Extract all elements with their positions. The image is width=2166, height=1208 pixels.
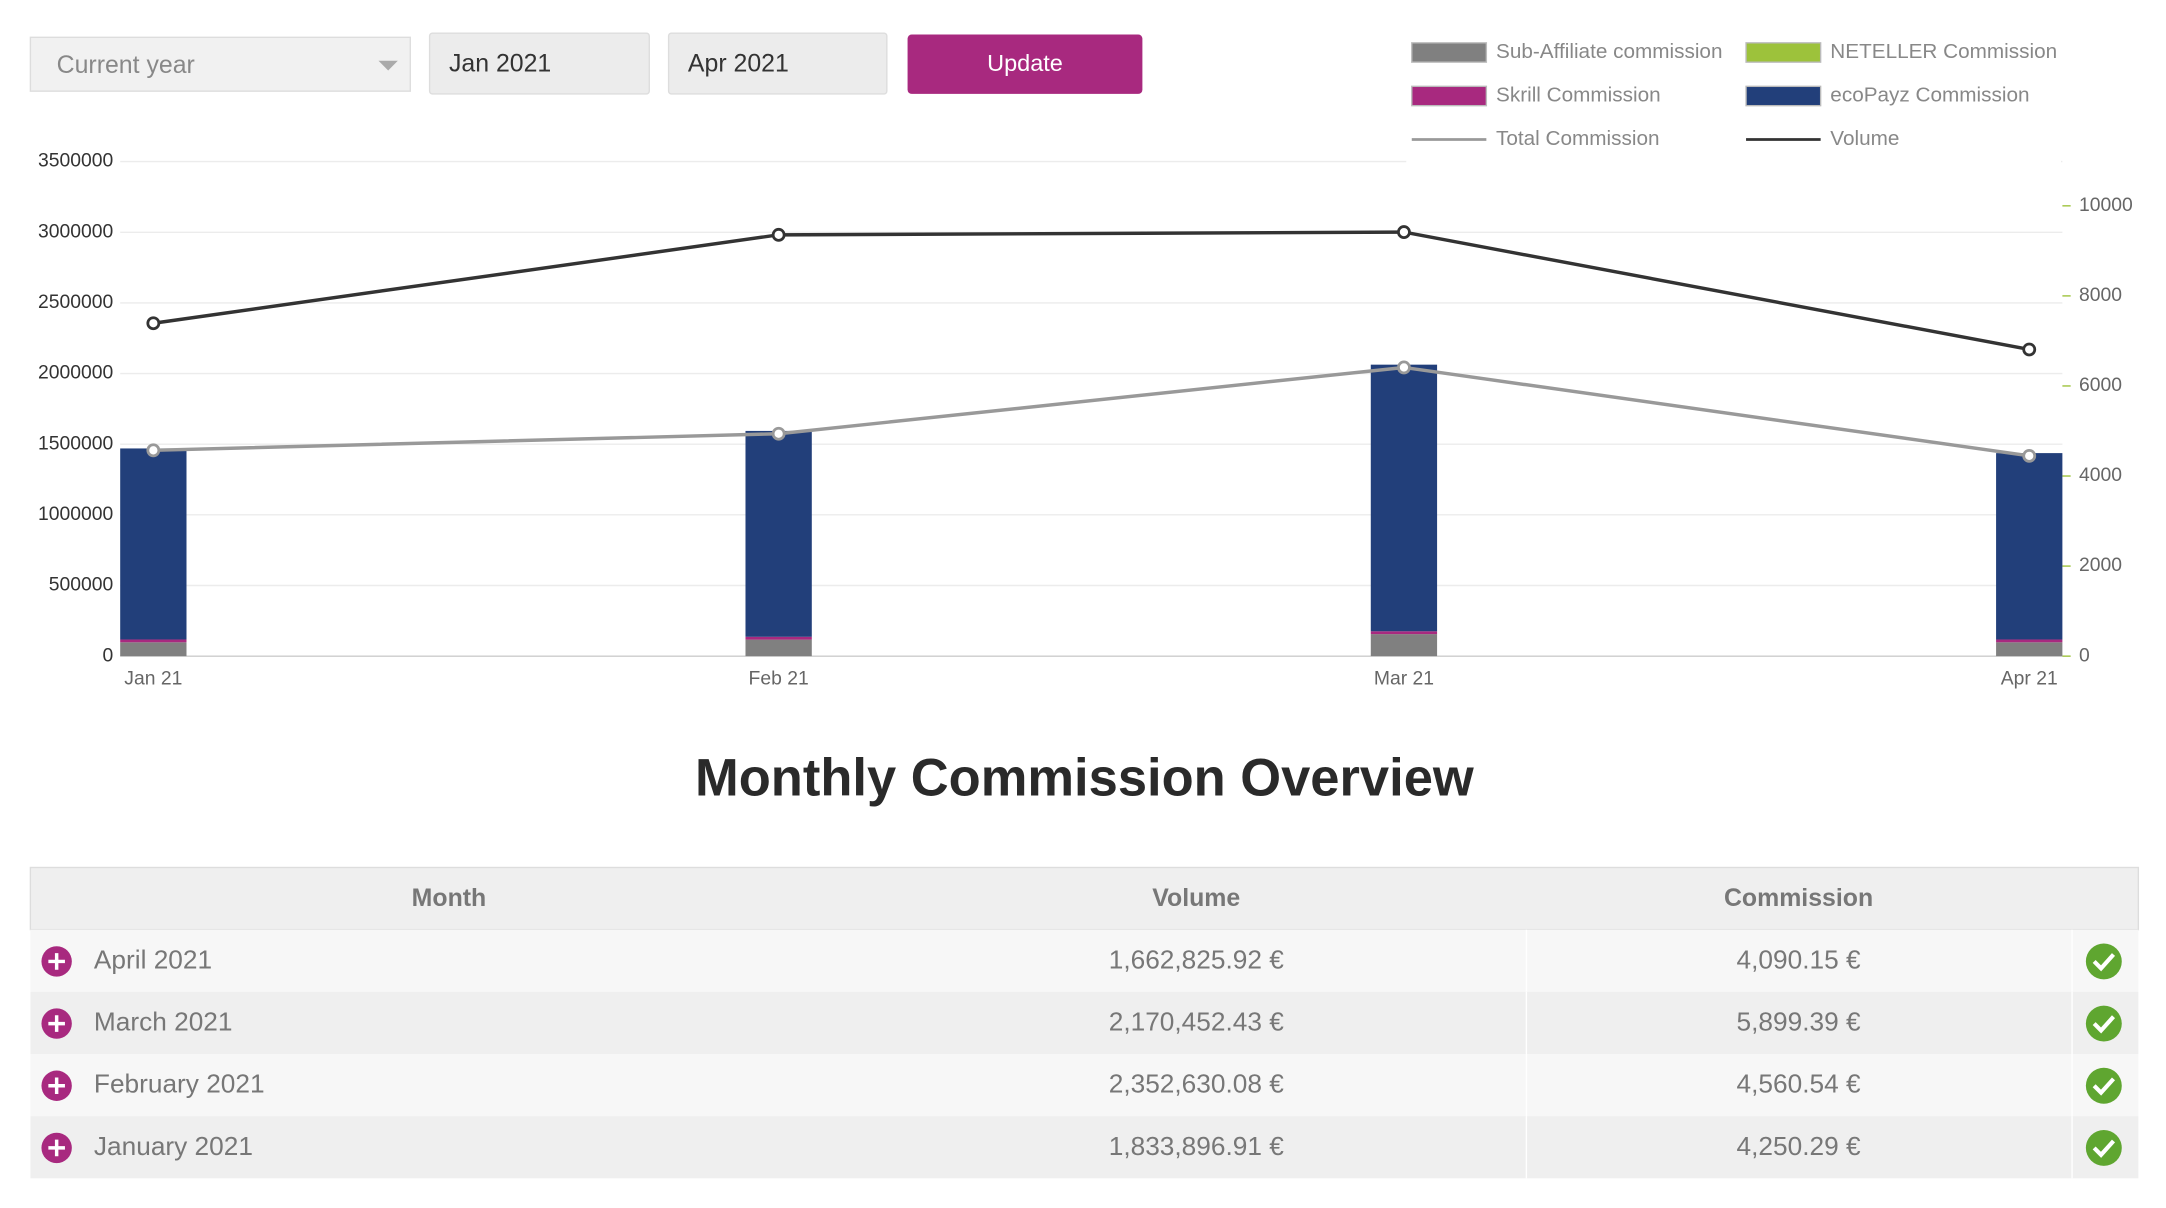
- y-tick-label: 1000000: [38, 504, 113, 525]
- legend-label: Skrill Commission: [1496, 83, 1661, 106]
- line-marker: [771, 227, 786, 242]
- y2-tick-label: 0: [2079, 645, 2090, 666]
- line-marker: [2022, 448, 2037, 463]
- table-row: [30, 1116, 2139, 1179]
- y2-tick-label: 10000: [2079, 195, 2133, 216]
- status-check: [2092, 953, 2116, 972]
- update-label: Update: [987, 50, 1063, 76]
- x-tick-label: Jan 21: [124, 669, 182, 690]
- line: [153, 230, 2030, 352]
- select-arrow: [378, 60, 398, 71]
- column-header: Commission: [1724, 884, 1873, 912]
- cell-value: 2,170,452.43 €: [1109, 1007, 1284, 1037]
- legend-swatch: [1745, 42, 1822, 63]
- y2-tick-label: 6000: [2079, 375, 2122, 396]
- legend-label: Sub-Affiliate commission: [1496, 40, 1722, 63]
- bar-segment: [1996, 453, 2063, 640]
- bar-segment: [120, 642, 187, 657]
- line: [153, 365, 2030, 458]
- y-tick-label: 3500000: [38, 151, 113, 172]
- to-input[interactable]: [667, 32, 888, 95]
- cell-value: 4,560.54 €: [1737, 1069, 1861, 1099]
- status-check: [2092, 1139, 2116, 1158]
- from-value: Jan 2021: [449, 49, 551, 77]
- bar-segment: [745, 636, 812, 640]
- month-cell: April 2021: [94, 944, 212, 974]
- status-check: [2092, 1015, 2116, 1034]
- bar-segment: [120, 639, 187, 643]
- line-marker: [1397, 225, 1411, 239]
- y-tick-label: 3000000: [38, 221, 113, 242]
- status-icon: [2085, 943, 2122, 980]
- line-marker: [2022, 342, 2037, 357]
- legend-swatch: [1411, 42, 1488, 63]
- month-cell: January 2021: [94, 1131, 253, 1161]
- expand-plus: [48, 1139, 65, 1157]
- bar-segment: [1996, 642, 2063, 657]
- column-header: Month: [412, 884, 487, 912]
- table-title: Monthly Commission Overview: [695, 749, 1474, 808]
- expand-plus: [48, 1015, 65, 1032]
- table-row: [30, 991, 2139, 1054]
- legend-label: Total Commission: [1496, 127, 1660, 150]
- y2-tick-label: 4000: [2079, 465, 2122, 486]
- cell-value: 5,899.39 €: [1737, 1007, 1861, 1037]
- cell-value: 2,352,630.08 €: [1109, 1069, 1284, 1099]
- line-marker: [146, 443, 161, 458]
- table-row: [30, 929, 2139, 992]
- period-value: Current year: [57, 51, 195, 79]
- month-cell: March 2021: [94, 1007, 233, 1037]
- legend-swatch: [1745, 85, 1822, 107]
- x-tick-label: Mar 21: [1374, 669, 1434, 690]
- x-tick-label: Feb 21: [749, 669, 809, 690]
- y-tick-label: 2000000: [38, 363, 113, 384]
- y-tick-label: 0: [103, 645, 114, 666]
- bar-segment: [1996, 639, 2063, 643]
- y-tick-label: 2500000: [38, 292, 113, 313]
- expand-plus: [48, 1077, 65, 1095]
- legend-label: NETELLER Commission: [1830, 40, 2057, 63]
- y2-tick-label: 8000: [2079, 285, 2122, 306]
- line-marker: [771, 426, 786, 441]
- table-row: [30, 1053, 2139, 1117]
- to-value: Apr 2021: [688, 49, 789, 77]
- month-cell: February 2021: [94, 1069, 265, 1099]
- update-button[interactable]: [907, 34, 1143, 94]
- status-icon: [2085, 1129, 2122, 1166]
- status-check: [2092, 1077, 2116, 1096]
- column-header: Volume: [1152, 884, 1240, 912]
- status-icon: [2085, 1067, 2122, 1104]
- bar-segment: [1370, 364, 1438, 632]
- cell-value: 4,090.15 €: [1737, 944, 1861, 974]
- x-tick-label: Apr 21: [2001, 669, 2058, 690]
- legend-label: ecoPayz Commission: [1830, 83, 2029, 106]
- table-header: [29, 866, 2140, 931]
- bar-segment: [1370, 631, 1438, 635]
- bar-segment: [745, 430, 812, 637]
- cell-value: 1,833,896.91 €: [1109, 1131, 1284, 1161]
- from-input[interactable]: [428, 32, 650, 95]
- bar-segment: [745, 639, 812, 657]
- legend-bg: [1406, 30, 2062, 164]
- cell-value: 4,250.29 €: [1737, 1131, 1861, 1161]
- y-tick-label: 500000: [49, 575, 114, 596]
- legend-label: Volume: [1830, 127, 1899, 150]
- bar-segment: [1370, 634, 1438, 657]
- bar-segment: [120, 448, 187, 640]
- period-select[interactable]: [29, 36, 411, 92]
- status-icon: [2085, 1005, 2122, 1042]
- y-tick-label: 1500000: [38, 433, 113, 454]
- line-marker: [146, 316, 161, 331]
- cell-value: 1,662,825.92 €: [1109, 944, 1284, 974]
- legend-swatch: [1411, 85, 1488, 107]
- expand-plus: [48, 953, 65, 970]
- y2-tick-label: 2000: [2079, 555, 2122, 576]
- line-marker: [1397, 360, 1411, 375]
